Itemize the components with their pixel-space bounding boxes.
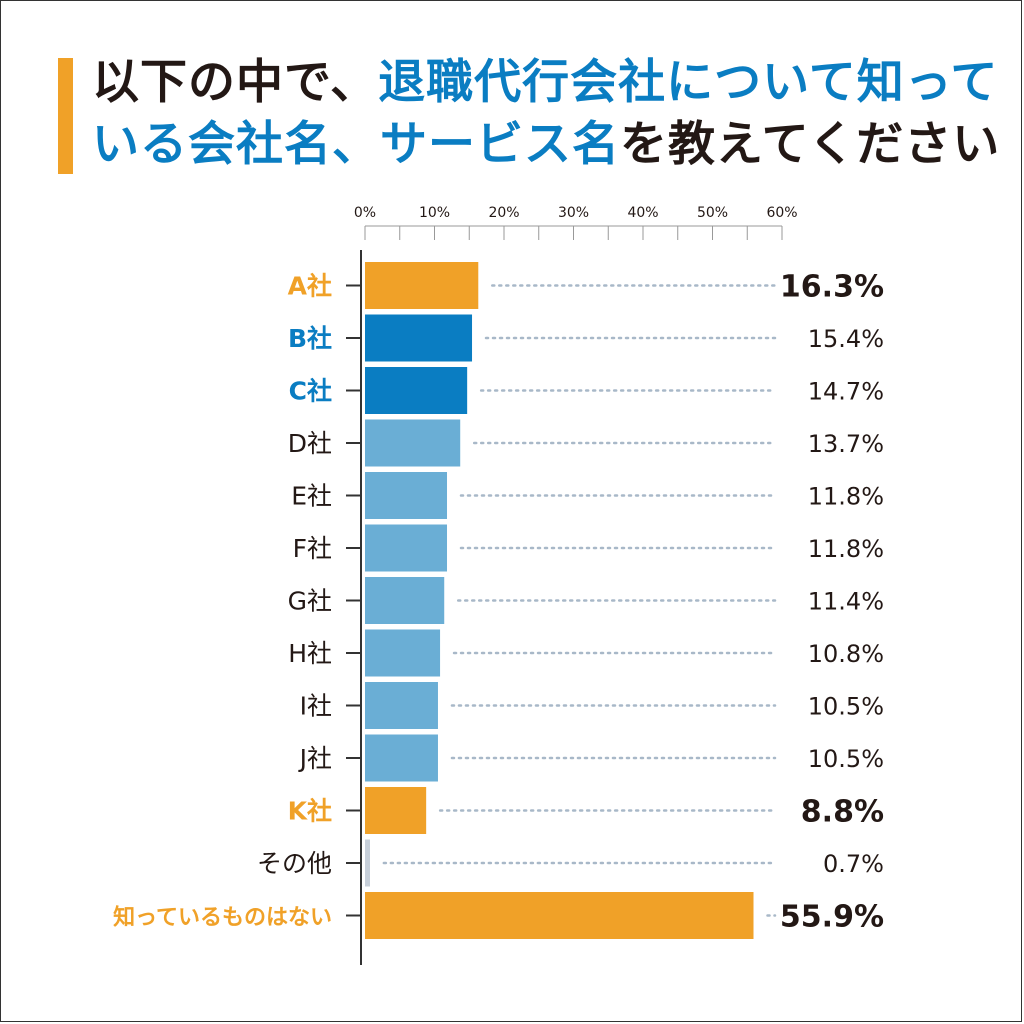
category-label: 知っているものはない	[113, 905, 332, 931]
title-accent-bar	[58, 58, 73, 174]
title-line-1: 以下の中で、退職代行会社について知って	[92, 52, 997, 114]
x-tick-label: 30%	[558, 205, 589, 221]
title-line2-dark: を教えてください	[620, 117, 1001, 172]
data-label: 10.5%	[808, 745, 884, 773]
data-label: 15.4%	[808, 325, 884, 353]
data-label: 10.8%	[808, 640, 884, 668]
bar	[365, 682, 438, 729]
data-label: 11.4%	[808, 588, 884, 616]
bar	[365, 577, 445, 624]
bar	[365, 314, 473, 362]
bar	[365, 419, 461, 467]
category-label: G社	[288, 587, 332, 616]
category-label: J社	[298, 744, 332, 773]
category-label: I社	[300, 692, 332, 721]
category-label: D社	[288, 429, 332, 458]
category-label: その他	[257, 849, 332, 878]
bar	[365, 629, 441, 677]
data-label: 8.8%	[801, 795, 884, 830]
data-label: 55.9%	[780, 900, 884, 935]
x-tick-label: 60%	[766, 205, 797, 221]
data-label: 13.7%	[808, 430, 884, 458]
bar	[365, 734, 438, 782]
data-label: 16.3%	[780, 270, 884, 305]
category-label: K社	[288, 797, 332, 826]
category-label: C社	[289, 377, 332, 406]
category-label: A社	[288, 272, 332, 301]
x-tick-label: 20%	[488, 205, 519, 221]
bar	[365, 524, 448, 572]
bar	[365, 839, 370, 887]
bar	[365, 367, 468, 414]
chart-title: 以下の中で、退職代行会社について知って いる会社名、サービス名を教えてください	[92, 52, 999, 176]
category-label: B社	[288, 324, 332, 353]
title-line1-blue: 退職代行会社について知って	[378, 55, 999, 110]
category-label: F社	[293, 534, 332, 563]
bar	[365, 262, 479, 309]
data-label: 10.5%	[808, 693, 884, 721]
data-label: 11.8%	[808, 535, 884, 563]
bar	[365, 787, 427, 834]
data-label: 14.7%	[808, 378, 884, 406]
x-tick-label: 40%	[627, 205, 658, 221]
bar	[365, 472, 448, 519]
x-tick-label: 50%	[697, 205, 728, 221]
data-label: 11.8%	[808, 483, 884, 511]
data-label: 0.7%	[823, 850, 884, 878]
x-tick-label: 10%	[419, 205, 450, 221]
category-label: E社	[291, 482, 332, 511]
category-label: H社	[288, 639, 332, 668]
title-line2-blue: いる会社名、サービス名	[92, 117, 620, 172]
bar	[365, 892, 754, 939]
title-line-2: いる会社名、サービス名を教えてください	[92, 114, 999, 176]
x-tick-label: 0%	[354, 205, 376, 221]
title-line1-dark: 以下の中で、	[92, 55, 379, 110]
